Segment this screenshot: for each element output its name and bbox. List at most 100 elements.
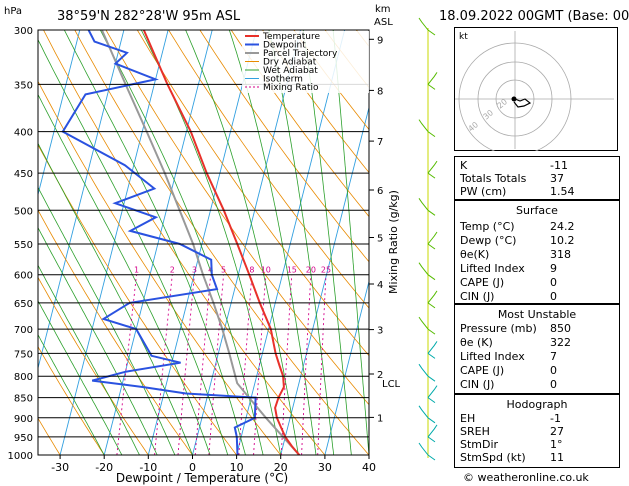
hodograph-storm-marker bbox=[511, 96, 517, 102]
indices-panel: K -11 Totals Totals 37 PW (cm) 1.54 bbox=[454, 156, 620, 200]
datetime-title: 18.09.2022 00GMT (Base: 00) bbox=[439, 9, 629, 24]
temp-tick-label: 30 bbox=[318, 461, 332, 474]
isotherm-line bbox=[38, 30, 125, 370]
km-tick-label: 7 bbox=[377, 137, 383, 148]
index-row: PW (cm) 1.54 bbox=[460, 185, 575, 198]
km-tick-label: 2 bbox=[377, 370, 383, 381]
plot-frame bbox=[37, 29, 370, 456]
mixing-ratio-line bbox=[194, 274, 212, 455]
dry-adiabat-line bbox=[38, 143, 237, 455]
pressure-tick-label: 900 bbox=[14, 414, 33, 425]
wind-barb bbox=[427, 341, 438, 354]
hodograph-trace bbox=[513, 98, 532, 108]
km-tick-label: 1 bbox=[377, 413, 383, 424]
wind-barb bbox=[427, 160, 438, 174]
wind-barb bbox=[418, 363, 429, 377]
mixing-ratio-line bbox=[177, 274, 195, 455]
parcel-trajectory-line bbox=[100, 30, 301, 455]
pressure-tick-label: 300 bbox=[14, 26, 33, 37]
surface-row: Temp (°C) 24.2 bbox=[460, 220, 575, 233]
wind-barb-flag bbox=[427, 131, 436, 138]
temp-tick-label: -30 bbox=[51, 461, 69, 474]
wind-barb bbox=[427, 231, 438, 245]
legend-entry: Dewpoint bbox=[263, 41, 306, 51]
temp-tick-label: 10 bbox=[230, 461, 244, 474]
wind-barb-flag bbox=[427, 29, 436, 36]
hodograph-title: Hodograph bbox=[506, 398, 568, 411]
temp-tick-label: 20 bbox=[274, 461, 288, 474]
pressure-tick-label: 600 bbox=[14, 271, 33, 282]
pressure-tick-label: 450 bbox=[14, 169, 33, 180]
temp-tick-label: -10 bbox=[139, 461, 157, 474]
km-tick-label: 8 bbox=[377, 86, 383, 97]
isotherm-line bbox=[103, 30, 213, 455]
wind-barb bbox=[418, 198, 429, 211]
pressure-tick-label: 750 bbox=[14, 349, 33, 360]
dry-adiabat-line bbox=[199, 30, 369, 263]
wind-barb-flag bbox=[427, 436, 436, 443]
wind-barb-flag bbox=[427, 397, 436, 404]
pressure-tick-label: 500 bbox=[14, 206, 33, 217]
km-unit-label: km bbox=[375, 4, 391, 15]
surface-row: Dewp (°C) 10.2 bbox=[460, 234, 575, 247]
wind-barb-flag bbox=[427, 328, 436, 335]
isotherm-line bbox=[147, 30, 257, 455]
mixing-ratio-label: 25 bbox=[321, 266, 331, 275]
hodograph-plot: kt 20 30 40 bbox=[454, 27, 618, 151]
index-row: Totals Totals 37 bbox=[460, 172, 564, 185]
location-title: 38°59'N 282°28'W 95m ASL bbox=[57, 9, 241, 24]
mixing-ratio-label: 15 bbox=[287, 266, 297, 275]
wind-barb-flag bbox=[427, 209, 436, 216]
wind-barb bbox=[427, 385, 438, 398]
pressure-tick-label: 350 bbox=[14, 80, 33, 91]
temp-tick-label: -20 bbox=[95, 461, 113, 474]
wind-barb bbox=[427, 290, 438, 304]
wind-barb-flag bbox=[427, 417, 436, 424]
pressure-tick-label: 950 bbox=[14, 433, 33, 444]
wind-barb bbox=[418, 262, 429, 276]
isotherm-line bbox=[236, 30, 346, 455]
legend-box bbox=[242, 31, 369, 93]
isotherm-line bbox=[192, 30, 301, 455]
wind-barb bbox=[418, 17, 429, 31]
wind-barb-flag bbox=[427, 375, 436, 382]
copyright-text[interactable]: © weatheronline.co.uk bbox=[463, 471, 589, 484]
hodograph-unit-label: kt bbox=[459, 32, 468, 42]
profile-layer bbox=[61, 30, 301, 455]
surface-row: CIN (J) 0 bbox=[460, 290, 557, 303]
pressure-unit-label: hPa bbox=[4, 6, 23, 17]
isotherm-line bbox=[38, 30, 81, 197]
most-unstable-panel: Most Unstable Pressure (mb) 850 θe (K) 322… bbox=[454, 304, 620, 394]
hodograph-row: SREH 27 bbox=[460, 425, 564, 438]
surface-row: θe(K) 318 bbox=[460, 248, 571, 261]
wind-barb-flag bbox=[427, 83, 436, 90]
mixing-ratio-axis-label: Mixing Ratio (g/kg) bbox=[387, 190, 400, 294]
wind-barb-flag bbox=[427, 274, 436, 281]
dry-adiabat-line bbox=[38, 345, 105, 455]
legend-entry: Dry Adiabat bbox=[263, 58, 317, 68]
wind-barbs bbox=[418, 17, 438, 461]
km-tick-label: 6 bbox=[377, 186, 383, 197]
km-tick-label: 9 bbox=[377, 35, 383, 46]
wind-barb-flag bbox=[427, 454, 436, 461]
pressure-tick-label: 800 bbox=[14, 372, 33, 383]
axis-layer: 3003504004505005506006507007508008509009… bbox=[8, 26, 401, 474]
wind-barb bbox=[427, 424, 438, 438]
index-row: K -11 bbox=[460, 159, 568, 172]
pressure-tick-label: 700 bbox=[14, 325, 33, 336]
wind-barb-flag bbox=[427, 172, 436, 179]
most-unstable-title: Most Unstable bbox=[497, 308, 577, 321]
pressure-tick-label: 1000 bbox=[8, 451, 33, 462]
isotherm-line bbox=[59, 30, 169, 455]
mixing-ratio-label: 2 bbox=[170, 266, 175, 275]
wet-adiabat-line bbox=[302, 30, 352, 455]
wet-adiabat-line bbox=[99, 30, 264, 455]
most-unstable-row: CAPE (J) 0 bbox=[460, 364, 557, 377]
hodograph-stats-panel: Hodograph EH -1 SREH 27 StmDir 1° StmSpd (k… bbox=[454, 394, 620, 468]
wind-barb bbox=[418, 442, 429, 456]
legend-entry: Isotherm bbox=[263, 75, 303, 85]
mixing-ratio-label: 1 bbox=[134, 266, 139, 275]
hodograph-row: EH -1 bbox=[460, 412, 561, 425]
wind-barb bbox=[418, 405, 429, 419]
wind-barb-flag bbox=[427, 243, 436, 250]
